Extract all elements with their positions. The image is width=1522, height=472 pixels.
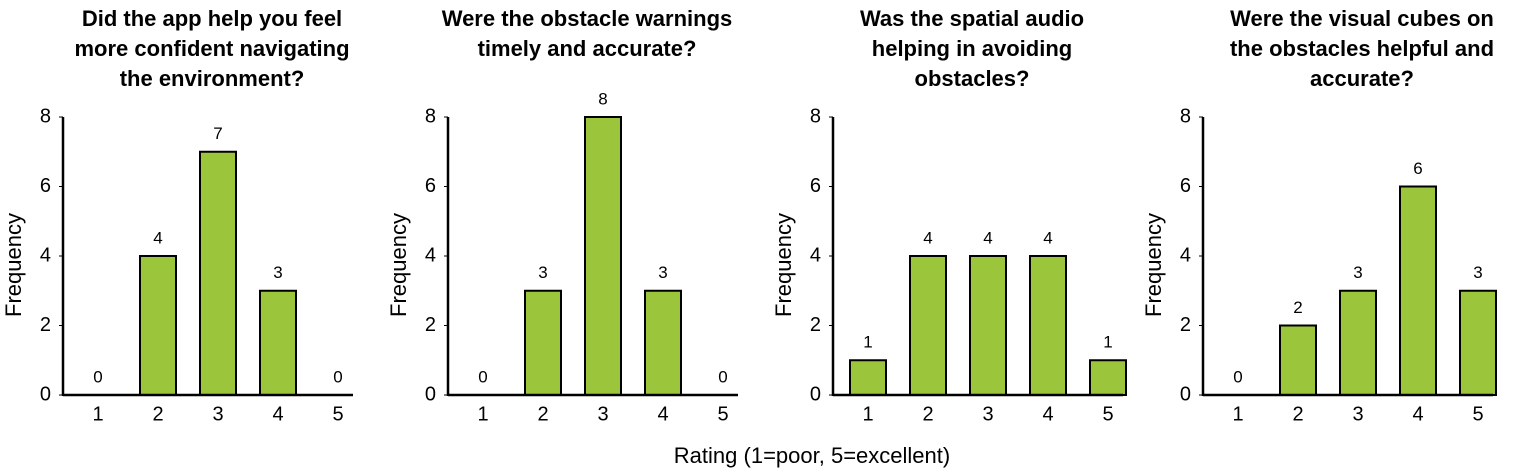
value-label: 2	[1293, 298, 1302, 317]
x-tick-label: 2	[1292, 403, 1303, 425]
value-label: 3	[1473, 263, 1482, 282]
value-label: 6	[1413, 159, 1422, 178]
y-tick-label: 0	[1180, 383, 1191, 405]
y-tick-label: 6	[40, 175, 51, 197]
value-label: 4	[923, 228, 932, 247]
value-label: 1	[863, 333, 872, 352]
chart-title: accurate?	[1310, 66, 1414, 91]
value-label: 0	[1233, 367, 1242, 386]
value-label: 4	[1043, 228, 1052, 247]
chart-title: obstacles?	[915, 66, 1030, 91]
x-tick-label: 3	[597, 403, 608, 425]
chart-title: the environment?	[120, 66, 305, 91]
x-tick-label: 1	[477, 403, 488, 425]
bar	[139, 255, 177, 396]
x-tick-label: 2	[152, 403, 163, 425]
bar	[524, 289, 562, 396]
y-tick-label: 8	[810, 105, 821, 127]
y-axis-label: Frequency	[1, 213, 26, 317]
y-tick-label: 4	[810, 244, 821, 266]
y-tick-label: 0	[40, 383, 51, 405]
value-label: 7	[213, 124, 222, 143]
y-tick-label: 8	[40, 105, 51, 127]
y-axis-label: Frequency	[771, 213, 796, 317]
chart-title: Was the spatial audio	[860, 6, 1084, 31]
chart-title: helping in avoiding	[872, 36, 1072, 61]
value-label: 3	[273, 263, 282, 282]
x-tick-label: 4	[1412, 403, 1423, 425]
value-label: 3	[1353, 263, 1362, 282]
value-label: 0	[718, 367, 727, 386]
y-tick-label: 6	[810, 175, 821, 197]
y-tick-label: 0	[810, 383, 821, 405]
y-tick-label: 6	[425, 175, 436, 197]
x-tick-label: 3	[1352, 403, 1363, 425]
y-tick-label: 2	[810, 314, 821, 336]
chart-title: the obstacles helpful and	[1230, 36, 1494, 61]
y-tick-label: 4	[40, 244, 51, 266]
x-tick-label: 5	[1472, 403, 1483, 425]
chart-title: Were the visual cubes on	[1230, 6, 1494, 31]
x-axis-label: Rating (1=poor, 5=excellent)	[674, 443, 950, 468]
y-tick-label: 6	[1180, 175, 1191, 197]
chart-title: more confident navigating	[74, 36, 349, 61]
x-tick-label: 3	[982, 403, 993, 425]
bar	[1339, 289, 1377, 396]
value-label: 3	[538, 263, 547, 282]
bar	[1459, 289, 1497, 396]
y-tick-label: 8	[425, 105, 436, 127]
y-tick-label: 2	[425, 314, 436, 336]
chart-title: Were the obstacle warnings	[442, 6, 733, 31]
y-tick-label: 2	[1180, 314, 1191, 336]
x-tick-label: 1	[862, 403, 873, 425]
y-tick-label: 4	[425, 244, 436, 266]
y-axis-label: Frequency	[386, 213, 411, 317]
value-label: 0	[93, 367, 102, 386]
x-tick-label: 1	[92, 403, 103, 425]
y-tick-label: 8	[1180, 105, 1191, 127]
bar	[1279, 324, 1317, 396]
x-tick-label: 3	[212, 403, 223, 425]
y-axis-label: Frequency	[1141, 213, 1166, 317]
x-tick-label: 2	[922, 403, 933, 425]
chart-title: Did the app help you feel	[82, 6, 342, 31]
bar	[1399, 185, 1437, 396]
value-label: 4	[153, 228, 162, 247]
bar	[909, 255, 947, 396]
value-label: 3	[658, 263, 667, 282]
x-tick-label: 4	[272, 403, 283, 425]
bar	[644, 289, 682, 396]
bar	[849, 359, 887, 396]
value-label: 0	[333, 367, 342, 386]
bar	[584, 116, 622, 396]
y-tick-label: 2	[40, 314, 51, 336]
bar	[1089, 359, 1127, 396]
bar	[969, 255, 1007, 396]
x-tick-label: 5	[717, 403, 728, 425]
x-tick-label: 5	[1102, 403, 1113, 425]
x-tick-label: 4	[1042, 403, 1053, 425]
x-tick-label: 2	[537, 403, 548, 425]
y-tick-label: 4	[1180, 244, 1191, 266]
y-tick-label: 0	[425, 383, 436, 405]
value-label: 0	[478, 367, 487, 386]
bar	[1029, 255, 1067, 396]
x-tick-label: 5	[332, 403, 343, 425]
chart-title: timely and accurate?	[478, 36, 697, 61]
bar	[259, 289, 297, 396]
bar	[199, 150, 237, 396]
value-label: 4	[983, 228, 992, 247]
value-label: 8	[598, 89, 607, 108]
value-label: 1	[1103, 333, 1112, 352]
x-tick-label: 1	[1232, 403, 1243, 425]
x-tick-label: 4	[657, 403, 668, 425]
